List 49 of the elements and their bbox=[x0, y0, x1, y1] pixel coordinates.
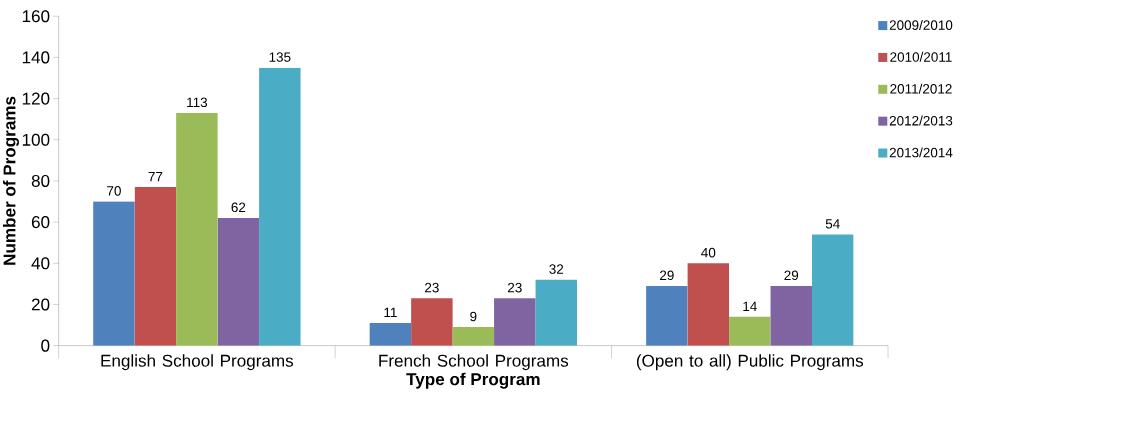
legend-label: 2009/2010 bbox=[889, 19, 953, 30]
bar bbox=[217, 217, 260, 346]
y-tick-label: 40 bbox=[31, 257, 50, 270]
bar bbox=[687, 263, 730, 346]
legend-label: 2011/2012 bbox=[890, 83, 952, 94]
data-label: 77 bbox=[148, 171, 163, 181]
data-label: 135 bbox=[269, 52, 291, 62]
bar bbox=[812, 234, 854, 346]
y-tick-label: 20 bbox=[31, 298, 50, 311]
data-label: 40 bbox=[701, 247, 716, 258]
x-tick-label: (Open to all) Public Programs bbox=[636, 353, 864, 370]
y-tick-label: 60 bbox=[31, 215, 50, 228]
bar bbox=[369, 322, 412, 346]
bar bbox=[259, 67, 301, 346]
bar bbox=[93, 201, 135, 346]
bar bbox=[646, 285, 688, 346]
data-label: 23 bbox=[425, 282, 439, 293]
data-label: 62 bbox=[231, 202, 246, 212]
legend-label: 2010/2011 bbox=[890, 51, 952, 62]
bar bbox=[535, 279, 578, 346]
x-tick-label: French School Programs bbox=[379, 353, 569, 370]
y-axis-title: Number of Programs bbox=[3, 96, 19, 265]
data-label: 11 bbox=[384, 307, 397, 317]
y-tick-label: 120 bbox=[22, 92, 50, 105]
x-tick-label: English School Programs bbox=[101, 353, 294, 370]
legend-label: 2012/2013 bbox=[889, 115, 953, 126]
y-tick-label: 0 bbox=[41, 339, 50, 352]
y-tick-label: 80 bbox=[31, 174, 50, 187]
bar bbox=[729, 316, 771, 346]
data-label: 29 bbox=[784, 270, 799, 280]
bar bbox=[770, 285, 813, 346]
data-label: 29 bbox=[660, 270, 674, 280]
bar bbox=[176, 112, 218, 346]
x-axis-title: Type of Program bbox=[406, 372, 540, 389]
data-label: 32 bbox=[549, 264, 564, 274]
bar bbox=[452, 326, 495, 346]
y-tick-label: 160 bbox=[22, 9, 50, 23]
data-label: 70 bbox=[107, 185, 121, 196]
data-label: 14 bbox=[743, 301, 757, 311]
data-label: 23 bbox=[507, 282, 522, 293]
legend-label: 2013/2014 bbox=[889, 147, 953, 158]
y-tick-label: 100 bbox=[22, 133, 50, 146]
data-label: 9 bbox=[470, 311, 477, 321]
y-tick-label: 140 bbox=[22, 51, 50, 64]
data-label: 113 bbox=[187, 97, 208, 107]
bar bbox=[494, 298, 536, 346]
bar bbox=[411, 298, 453, 346]
bar bbox=[134, 186, 177, 346]
data-label: 54 bbox=[825, 218, 840, 229]
